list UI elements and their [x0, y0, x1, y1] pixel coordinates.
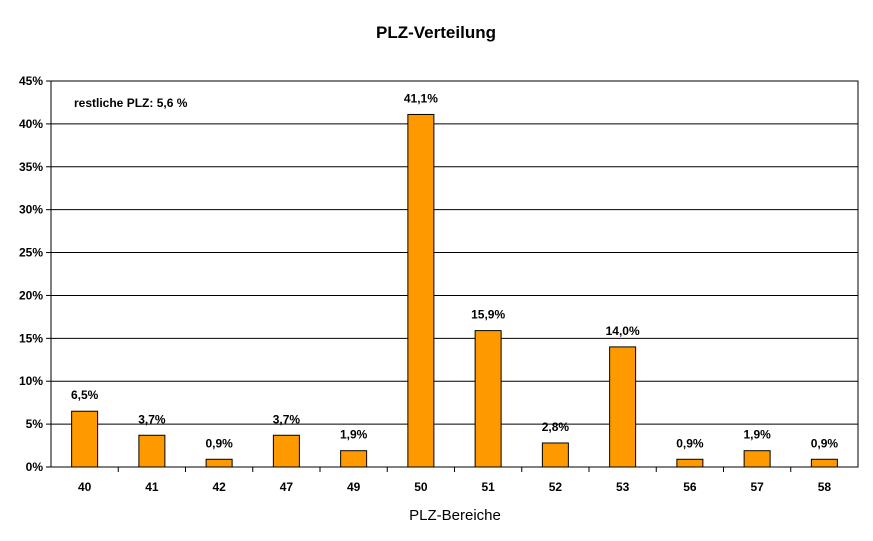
- data-label: 3,7%: [273, 412, 301, 426]
- bar-49: [340, 450, 368, 468]
- y-tick-label: 35%: [19, 160, 43, 174]
- data-label: 3,7%: [138, 412, 166, 426]
- x-tick-label: 57: [750, 480, 764, 494]
- data-label: 0,9%: [205, 436, 233, 450]
- bar-52: [541, 442, 569, 468]
- x-tick-label: 52: [549, 480, 563, 494]
- data-label: 2,8%: [542, 420, 570, 434]
- bar-53: [609, 346, 637, 468]
- y-tick-label: 40%: [19, 117, 43, 131]
- x-tick-label: 40: [78, 480, 92, 494]
- bar-47: [272, 434, 300, 468]
- data-label: 0,9%: [676, 436, 704, 450]
- bar-57: [743, 450, 771, 468]
- data-label: 41,1%: [404, 91, 438, 105]
- plot-area: [50, 80, 859, 468]
- y-tick-label: 25%: [19, 246, 43, 260]
- data-label: 1,9%: [340, 428, 368, 442]
- bars: [71, 113, 838, 468]
- bar-41: [138, 434, 166, 468]
- data-label: 15,9%: [471, 308, 505, 322]
- bar-56: [676, 458, 704, 468]
- chart-annotation: restliche PLZ: 5,6 %: [74, 96, 188, 110]
- y-tick-label: 0%: [26, 460, 44, 474]
- y-tick-label: 15%: [19, 331, 43, 345]
- bar-40: [71, 410, 99, 468]
- x-axis-label: PLZ-Bereiche: [409, 507, 501, 524]
- x-tick-label: 41: [145, 480, 159, 494]
- x-tick-label: 49: [347, 480, 361, 494]
- data-label: 6,5%: [71, 388, 99, 402]
- x-tick-label: 58: [818, 480, 832, 494]
- x-tick-label: 47: [280, 480, 294, 494]
- bar-50: [407, 113, 435, 468]
- bar-42: [205, 458, 233, 468]
- y-tick-label: 45%: [19, 74, 43, 88]
- x-tick-label: 42: [212, 480, 226, 494]
- x-tick-labels: 40 41 42 47 49 50 51 52 53 56 57 58: [78, 467, 831, 494]
- x-tick-label: 53: [616, 480, 630, 494]
- data-label: 1,9%: [743, 428, 771, 442]
- bar-58: [810, 458, 838, 468]
- data-label: 14,0%: [606, 324, 640, 338]
- gridlines: [51, 123, 858, 425]
- chart-title: PLZ-Verteilung: [376, 23, 496, 42]
- bar-51: [474, 330, 502, 468]
- x-tick-label: 50: [414, 480, 428, 494]
- data-label: 0,9%: [811, 436, 839, 450]
- y-tick-label: 30%: [19, 203, 43, 217]
- y-tick-label: 10%: [19, 374, 43, 388]
- x-tick-label: 51: [481, 480, 495, 494]
- data-labels: 6,5% 3,7% 0,9% 3,7% 1,9% 41,1% 15,9% 2,8% 14,0% 0…: [71, 91, 838, 450]
- x-tick-label: 56: [683, 480, 697, 494]
- y-tick-label: 20%: [19, 288, 43, 302]
- y-tick-labels: 0% 5% 10% 15% 20% 25% 30% 35% 40% 45%: [19, 74, 51, 474]
- y-tick-label: 5%: [26, 417, 44, 431]
